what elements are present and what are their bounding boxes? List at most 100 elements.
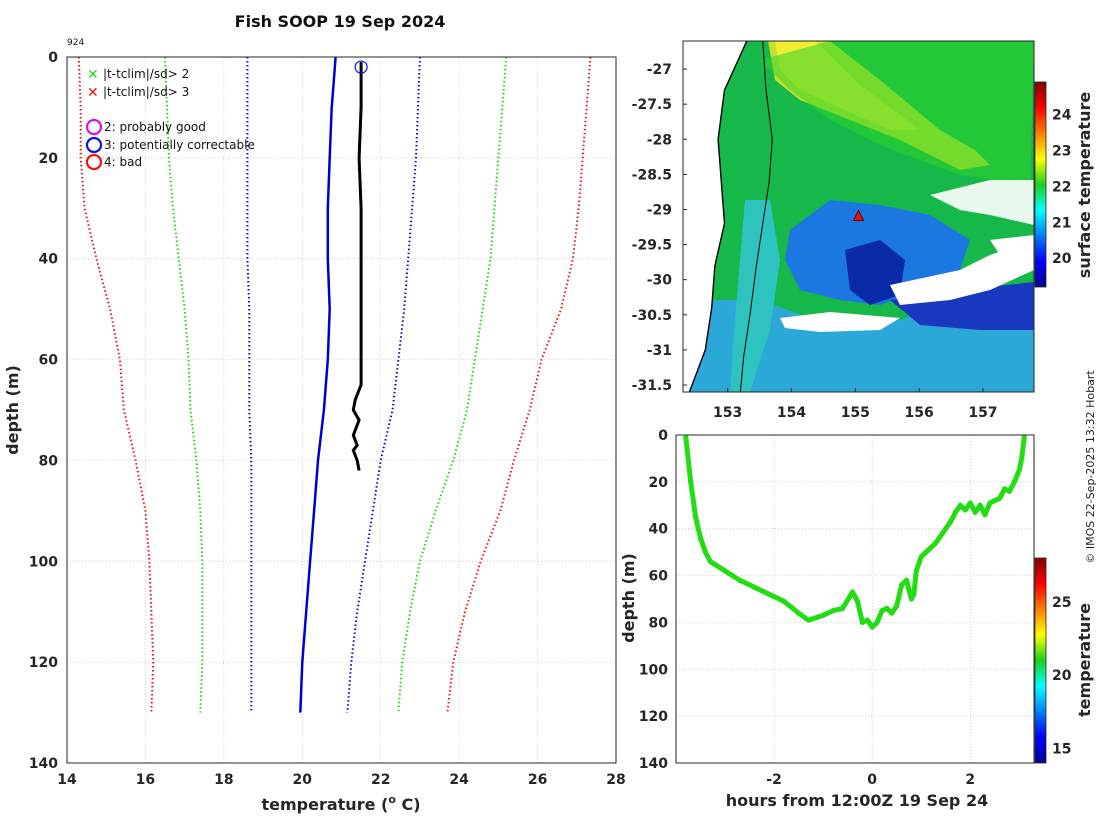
track-frame (675, 434, 1035, 764)
track-point (1016, 467, 1022, 473)
track-point (982, 512, 988, 518)
track-point (702, 549, 709, 555)
map-cb-tick-24: 24 (1052, 107, 1072, 123)
legend-x-green-icon: ✕ (87, 67, 99, 83)
track-point (908, 596, 914, 602)
map-land (683, 41, 747, 392)
track-point (977, 502, 983, 508)
track-point (781, 598, 787, 604)
profile-plot-area (67, 57, 616, 763)
map-ticks: 153 154 155 156 157 -27 -27.5 -28 -28.5 -29 -29.5 -… (632, 62, 998, 421)
track-point (967, 500, 973, 506)
track-point (864, 617, 870, 623)
map-cb-tick-20: 20 (1052, 251, 1072, 267)
track-point (928, 544, 934, 551)
profile-ytick-40: 40 (39, 252, 59, 268)
map-frame (682, 40, 1035, 393)
track-point (987, 500, 993, 506)
track-cb-tick-20: 20 (1052, 668, 1072, 684)
legend-circle-blue-icon (85, 136, 103, 154)
map-cb-tick-22: 22 (1052, 179, 1071, 195)
map-ytick--27.5: -27.5 (632, 97, 672, 113)
profile-xtick-24: 24 (449, 772, 469, 788)
track-point (874, 619, 880, 626)
track-point (923, 549, 929, 555)
track-ytick-80: 80 (649, 615, 669, 631)
track-point (688, 479, 694, 485)
map-cloud-gap-2 (780, 312, 900, 332)
track-colorbar-ticks: 15 20 25 (1052, 595, 1072, 757)
track-point (879, 608, 885, 614)
map-xtick-157: 157 (968, 405, 997, 421)
track-point (849, 589, 856, 595)
profile-series (77, 57, 592, 713)
track-point (700, 542, 706, 548)
track-point (751, 584, 758, 590)
track-point (766, 591, 772, 597)
profile-legend: ✕ |t-tclim|/sd> 2 ✕ |t-tclim|/sd> 3 2: p… (85, 67, 255, 171)
track-point (830, 608, 836, 614)
track-ylabel: depth (m) (619, 553, 638, 643)
series-clim-3sd-low (77, 57, 155, 713)
track-point (894, 603, 900, 609)
profile-chart: Fish SOOP 19 Sep 2024 924 14 16 18 20 22 24 26… (3, 12, 626, 814)
track-point (737, 577, 743, 583)
map-colorbar (1034, 81, 1047, 288)
profile-xtick-26: 26 (528, 772, 547, 788)
series-measured (351, 62, 363, 471)
track-point (840, 605, 846, 611)
track-ytick-120: 120 (639, 709, 668, 725)
profile-ytick-60: 60 (39, 353, 59, 369)
track-point (952, 509, 959, 515)
map-coastline (688, 41, 748, 392)
map-colorbar-ticks: 20 21 22 23 24 (1052, 107, 1072, 267)
profile-xtick-18: 18 (214, 772, 233, 788)
sst-map: 153 154 155 156 157 -27 -27.5 -28 -28.5 -29 -29.5 -… (632, 40, 1094, 421)
profile-xtick-28: 28 (606, 772, 625, 788)
series-clim-mean-high (346, 57, 421, 713)
legend-x-red-icon: ✕ (87, 85, 99, 101)
track-point (962, 507, 968, 513)
profile-xtick-14: 14 (57, 772, 77, 788)
profile-id-label: 924 (67, 38, 84, 48)
track-point (933, 540, 939, 546)
map-ytick--31: -31 (647, 343, 672, 359)
track-point (1001, 486, 1008, 492)
track-point (1019, 455, 1025, 462)
profile-ytick-120: 120 (29, 655, 58, 671)
track-cb-tick-25: 25 (1052, 595, 1071, 611)
track-point (859, 619, 865, 626)
track-colorbar (1034, 557, 1047, 764)
map-ytick--29.5: -29.5 (632, 238, 672, 254)
profile-ylabel: depth (m) (3, 365, 22, 455)
legend-circle-magenta-icon (85, 118, 103, 136)
map-ytick--31.5: -31.5 (632, 378, 672, 394)
map-cloud-gap-4 (990, 235, 1034, 255)
track-ytick-40: 40 (649, 522, 669, 538)
map-cb-tick-21: 21 (1052, 215, 1071, 231)
map-green-zone (760, 41, 1034, 185)
profile-ytick-100: 100 (29, 554, 58, 570)
track-point (948, 519, 954, 525)
map-cb-tick-23: 23 (1052, 143, 1071, 159)
profile-xlabel: temperature (o C) (261, 793, 420, 814)
track-point (918, 554, 924, 560)
track-point (1006, 488, 1013, 494)
track-ytick-0: 0 (658, 428, 668, 444)
profile-ytick-0: 0 (48, 50, 58, 66)
map-cloud-gap-1 (890, 240, 1034, 305)
track-colorbar-label: temperature (1075, 603, 1094, 717)
profile-ytick-140: 140 (29, 756, 58, 772)
track-point (889, 610, 895, 616)
track-point (683, 435, 689, 440)
legend-label-correctable: 3: potentially correctable (104, 138, 255, 152)
profile-title: Fish SOOP 19 Sep 2024 (235, 12, 446, 31)
track-point (911, 591, 917, 597)
map-ytick--30: -30 (647, 273, 673, 289)
map-ytick--30.5: -30.5 (632, 308, 672, 324)
track-points (683, 435, 1027, 630)
map-xtick-156: 156 (905, 405, 934, 421)
